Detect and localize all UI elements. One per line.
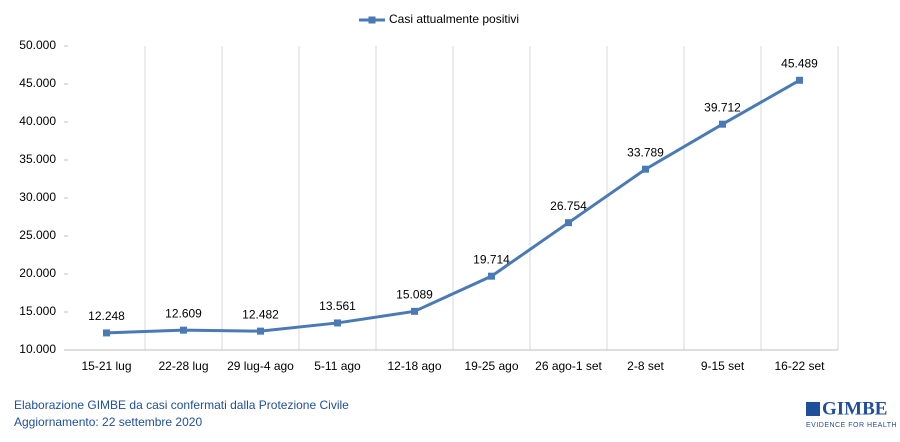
marker [257, 327, 264, 335]
legend-label: Casi attualmente positivi [389, 12, 519, 26]
x-tick-label: 29 lug-4 ago [227, 359, 294, 373]
data-label: 19.714 [473, 252, 510, 266]
data-label: 12.482 [242, 307, 279, 321]
line [106, 78, 801, 335]
data-label: 45.489 [781, 56, 818, 70]
x-tick-label: 5-11 ago [314, 359, 361, 373]
data-label: 39.712 [704, 100, 741, 114]
y-tick-label: 35.000 [19, 152, 56, 166]
y-tick-label: 25.000 [19, 228, 56, 242]
marker [103, 329, 110, 337]
data-label: 13.561 [319, 299, 356, 313]
x-tick-label: 9-15 set [701, 359, 745, 373]
data-label: 33.789 [627, 145, 664, 159]
x-tick-label: 19-25 ago [464, 359, 518, 373]
source-note: Elaborazione GIMBE da casi confermati da… [14, 398, 349, 412]
x-tick-label: 12-18 ago [387, 359, 441, 373]
y-tick-label: 50.000 [19, 38, 56, 52]
marker [642, 165, 649, 173]
marker [488, 272, 495, 280]
x-tick-label: 26 ago-1 set [535, 359, 602, 373]
y-tick-label: 40.000 [19, 114, 56, 128]
logo-tagline: EVIDENCE FOR HEALTH [806, 422, 897, 429]
y-tick-label: 30.000 [19, 190, 56, 204]
x-tick-label: 22-28 lug [158, 359, 208, 373]
data-label: 15.089 [396, 287, 433, 301]
data-label: 12.609 [165, 306, 202, 320]
y-tick-label: 10.000 [19, 342, 56, 356]
update-note: Aggiornamento: 22 settembre 2020 [14, 415, 202, 429]
x-tick-label: 16-22 set [774, 359, 825, 373]
x-tick-label: 15-21 lug [81, 359, 131, 373]
data-label: 26.754 [550, 199, 587, 213]
marker [796, 76, 803, 84]
marker [411, 307, 418, 315]
logo: GIMBE [822, 398, 887, 419]
marker [719, 120, 726, 128]
logo-icon [806, 402, 820, 416]
data-label: 12.248 [88, 309, 125, 323]
x-tick-label: 2-8 set [627, 359, 664, 373]
marker [565, 219, 572, 227]
legend-marker [368, 16, 376, 24]
marker [180, 326, 187, 334]
marker [334, 319, 341, 327]
y-tick-label: 20.000 [19, 266, 56, 280]
y-tick-label: 45.000 [19, 76, 56, 90]
y-tick-label: 15.000 [19, 304, 56, 318]
